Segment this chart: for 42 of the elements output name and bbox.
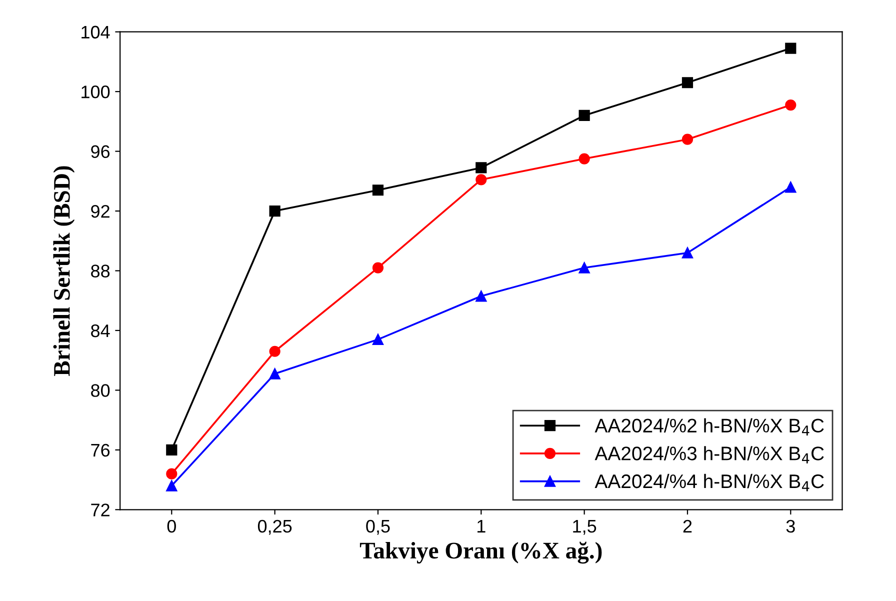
point [785,182,796,193]
y-tick-label: 104 [82,26,110,39]
y-tick-label: 96 [91,145,110,158]
x-tick-label: 0,5 [366,520,390,535]
legend-label: AA2024/%2 h-BN/%X B$_{4}$C [594,418,824,436]
y-tick-label: 100 [82,86,110,98]
point [269,346,280,357]
point [372,334,384,345]
point [682,77,694,88]
point [269,205,280,217]
y-tick-label: 88 [91,264,110,278]
x-tick-label: 0,25 [258,520,292,535]
x-tick-label: 1 [478,520,486,532]
y-tick-label: 92 [91,204,110,218]
legend-label: AA2024/%4 h-BN/%X B$_{4}$C [594,474,824,492]
point [578,262,590,274]
y-tick-label: 84 [91,324,110,338]
point [578,153,590,164]
x-tick-label: 2 [683,520,692,532]
x-tick-label: 3 [786,520,795,533]
point [476,174,487,186]
x-tick-label: 0 [167,520,176,533]
point [166,444,178,456]
legend-label: AA2024/%3 h-BN/%X B$_{4}$C [594,446,824,464]
y-tick-label: 76 [91,444,110,457]
point [269,368,280,380]
x-tick-label: 1,5 [573,520,596,535]
y-axis-title: Brinell Sertlik (BSD) [53,166,75,376]
point [166,480,178,492]
y-tick-label: 72 [91,504,110,516]
point [372,262,384,274]
x-axis-title: Takviye Oranı (%X ağ.) [360,542,602,564]
point [476,162,487,174]
point [682,134,694,145]
y-tick-label: 80 [91,384,110,397]
point [166,468,178,480]
point [682,247,694,258]
point [476,290,487,302]
point [785,42,796,54]
point [785,99,796,111]
point [578,110,590,122]
point [372,184,384,196]
